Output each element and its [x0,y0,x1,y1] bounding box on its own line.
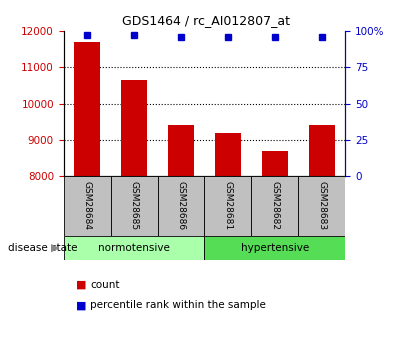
Bar [215,133,241,176]
Bar [309,125,335,176]
Bar [168,125,194,176]
Bar [121,80,147,176]
Text: disease state: disease state [8,243,78,253]
Text: percentile rank within the sample: percentile rank within the sample [90,300,266,310]
Text: GSM28685: GSM28685 [129,181,139,230]
Bar [64,176,111,236]
Text: ■: ■ [76,280,87,289]
Text: normotensive: normotensive [98,243,170,253]
Text: GSM28682: GSM28682 [270,181,279,230]
Text: ▶: ▶ [51,243,60,253]
Text: count: count [90,280,120,289]
Bar [205,176,252,236]
Bar [262,151,288,176]
Text: GSM28684: GSM28684 [83,181,92,230]
Bar [298,176,345,236]
Text: GSM28686: GSM28686 [176,181,185,230]
Text: ■: ■ [76,300,87,310]
Bar [74,42,100,176]
Bar [252,176,298,236]
Bar [205,236,345,260]
Bar [64,236,205,260]
Text: GSM28683: GSM28683 [317,181,326,230]
Text: hypertensive: hypertensive [241,243,309,253]
Text: GSM28681: GSM28681 [224,181,233,230]
Bar [111,176,157,236]
Text: GDS1464 / rc_AI012807_at: GDS1464 / rc_AI012807_at [122,14,289,27]
Bar [157,176,205,236]
